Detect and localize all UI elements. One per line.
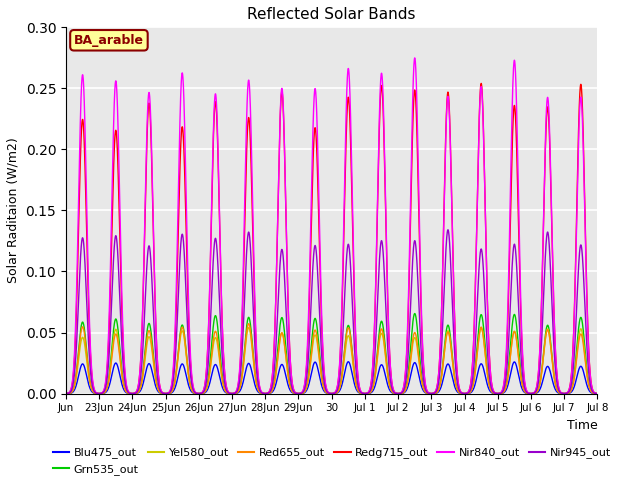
Red655_out — [372, 368, 380, 374]
Redg715_out — [387, 360, 394, 366]
Red655_out — [468, 387, 476, 393]
Blu475_out — [593, 391, 601, 396]
Line: Blu475_out: Blu475_out — [66, 362, 597, 394]
Nir945_out — [81, 252, 88, 257]
Line: Grn535_out: Grn535_out — [66, 313, 597, 394]
Red655_out — [387, 384, 394, 390]
Grn535_out — [266, 390, 274, 396]
Nir840_out — [312, 91, 319, 96]
Nir840_out — [468, 375, 476, 381]
Yel580_out — [387, 385, 394, 391]
Y-axis label: Solar Raditaion (W/m2): Solar Raditaion (W/m2) — [7, 138, 20, 283]
Redg715_out — [81, 145, 88, 151]
Redg715_out — [95, 391, 103, 396]
Nir945_out — [266, 389, 274, 395]
Redg715_out — [477, 81, 485, 86]
Legend: Blu475_out, Grn535_out, Yel580_out, Red655_out, Redg715_out, Nir840_out, Nir945_: Blu475_out, Grn535_out, Yel580_out, Red6… — [48, 443, 615, 480]
Grn535_out — [468, 387, 476, 393]
Red655_out — [312, 328, 320, 334]
Blu475_out — [266, 390, 274, 396]
Nir840_out — [593, 391, 601, 396]
Blu475_out — [81, 364, 88, 370]
Grn535_out — [593, 391, 601, 396]
Blu475_out — [387, 388, 394, 394]
Yel580_out — [312, 334, 320, 339]
Nir840_out — [411, 55, 419, 61]
Blu475_out — [468, 389, 476, 395]
Grn535_out — [372, 367, 380, 372]
Red655_out — [593, 391, 601, 396]
Redg715_out — [266, 386, 274, 392]
Blu475_out — [312, 360, 319, 365]
Nir945_out — [386, 375, 394, 381]
Redg715_out — [62, 391, 70, 396]
Red655_out — [245, 321, 253, 326]
Nir945_out — [312, 245, 319, 251]
Yel580_out — [593, 391, 601, 396]
Line: Red655_out: Red655_out — [66, 324, 597, 394]
Grn535_out — [561, 391, 568, 396]
Line: Nir840_out: Nir840_out — [66, 58, 597, 394]
Grn535_out — [62, 391, 70, 396]
Grn535_out — [81, 327, 88, 333]
Line: Redg715_out: Redg715_out — [66, 84, 597, 394]
Nir945_out — [62, 391, 70, 396]
Nir945_out — [444, 227, 452, 233]
Redg715_out — [312, 131, 320, 136]
Line: Yel580_out: Yel580_out — [66, 328, 597, 394]
Nir840_out — [266, 386, 274, 392]
Blu475_out — [62, 391, 70, 396]
Yel580_out — [245, 325, 253, 331]
Yel580_out — [266, 390, 274, 396]
Red655_out — [81, 331, 88, 337]
Red655_out — [266, 390, 274, 396]
Grn535_out — [386, 383, 394, 389]
Text: BA_arable: BA_arable — [74, 34, 144, 47]
Title: Reflected Solar Bands: Reflected Solar Bands — [248, 7, 416, 22]
Nir840_out — [386, 358, 394, 363]
Line: Nir945_out: Nir945_out — [66, 230, 597, 394]
Yel580_out — [372, 370, 380, 375]
Nir840_out — [372, 284, 380, 290]
Redg715_out — [593, 391, 601, 396]
Red655_out — [62, 391, 70, 396]
Nir945_out — [468, 384, 476, 389]
Nir840_out — [81, 106, 88, 111]
Nir945_out — [593, 391, 601, 396]
Nir945_out — [494, 391, 502, 396]
Blu475_out — [344, 359, 352, 365]
X-axis label: Time: Time — [566, 419, 597, 432]
Yel580_out — [468, 387, 476, 393]
Nir840_out — [62, 391, 70, 396]
Redg715_out — [468, 375, 476, 381]
Nir945_out — [372, 340, 380, 346]
Grn535_out — [411, 311, 419, 316]
Blu475_out — [372, 381, 380, 386]
Grn535_out — [312, 317, 319, 323]
Yel580_out — [62, 391, 70, 396]
Redg715_out — [372, 284, 380, 290]
Yel580_out — [81, 340, 88, 346]
